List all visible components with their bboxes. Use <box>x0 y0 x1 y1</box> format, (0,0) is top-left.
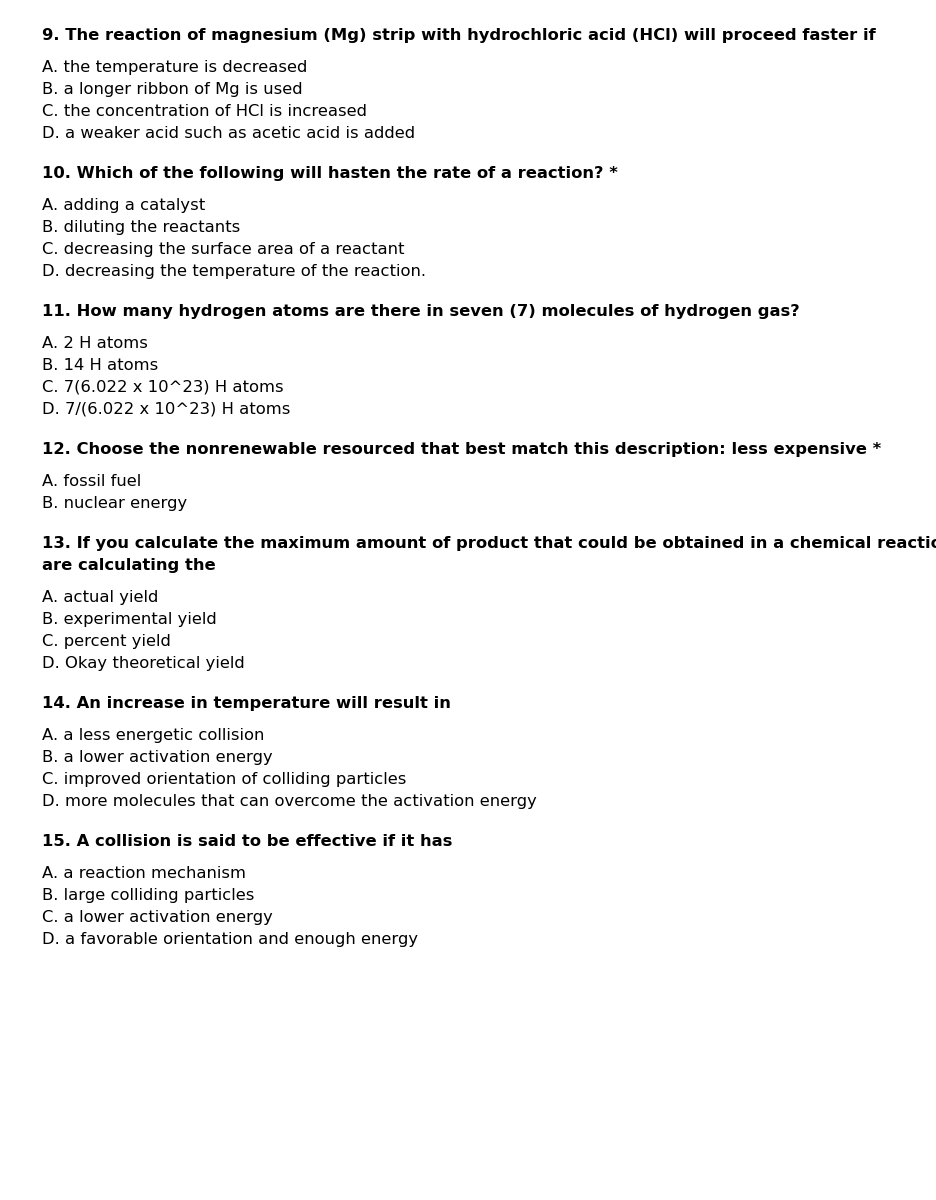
Text: A. fossil fuel: A. fossil fuel <box>42 474 141 490</box>
Text: B. large colliding particles: B. large colliding particles <box>42 888 255 902</box>
Text: B. diluting the reactants: B. diluting the reactants <box>42 220 241 235</box>
Text: D. a favorable orientation and enough energy: D. a favorable orientation and enough en… <box>42 932 418 947</box>
Text: A. a reaction mechanism: A. a reaction mechanism <box>42 866 246 881</box>
Text: D. 7/(6.022 x 10^23) H atoms: D. 7/(6.022 x 10^23) H atoms <box>42 402 290 416</box>
Text: 11. How many hydrogen atoms are there in seven (7) molecules of hydrogen gas?: 11. How many hydrogen atoms are there in… <box>42 304 799 319</box>
Text: B. nuclear energy: B. nuclear energy <box>42 496 187 511</box>
Text: 10. Which of the following will hasten the rate of a reaction? *: 10. Which of the following will hasten t… <box>42 166 618 181</box>
Text: A. actual yield: A. actual yield <box>42 590 158 605</box>
Text: B. experimental yield: B. experimental yield <box>42 612 217 626</box>
Text: B. 14 H atoms: B. 14 H atoms <box>42 358 158 373</box>
Text: 9. The reaction of magnesium (Mg) strip with hydrochloric acid (HCl) will procee: 9. The reaction of magnesium (Mg) strip … <box>42 28 875 43</box>
Text: D. a weaker acid such as acetic acid is added: D. a weaker acid such as acetic acid is … <box>42 126 416 140</box>
Text: A. adding a catalyst: A. adding a catalyst <box>42 198 205 214</box>
Text: B. a lower activation energy: B. a lower activation energy <box>42 750 272 766</box>
Text: C. improved orientation of colliding particles: C. improved orientation of colliding par… <box>42 772 406 787</box>
Text: A. 2 H atoms: A. 2 H atoms <box>42 336 148 350</box>
Text: A. a less energetic collision: A. a less energetic collision <box>42 728 264 743</box>
Text: A. the temperature is decreased: A. the temperature is decreased <box>42 60 307 74</box>
Text: 15. A collision is said to be effective if it has: 15. A collision is said to be effective … <box>42 834 452 850</box>
Text: D. more molecules that can overcome the activation energy: D. more molecules that can overcome the … <box>42 794 537 809</box>
Text: D. decreasing the temperature of the reaction.: D. decreasing the temperature of the rea… <box>42 264 426 278</box>
Text: 13. If you calculate the maximum amount of product that could be obtained in a c: 13. If you calculate the maximum amount … <box>42 536 936 551</box>
Text: C. decreasing the surface area of a reactant: C. decreasing the surface area of a reac… <box>42 242 404 257</box>
Text: D. Okay theoretical yield: D. Okay theoretical yield <box>42 656 244 671</box>
Text: 14. An increase in temperature will result in: 14. An increase in temperature will resu… <box>42 696 451 710</box>
Text: 12. Choose the nonrenewable resourced that best match this description: less exp: 12. Choose the nonrenewable resourced th… <box>42 442 882 457</box>
Text: C. a lower activation energy: C. a lower activation energy <box>42 910 273 925</box>
Text: C. 7(6.022 x 10^23) H atoms: C. 7(6.022 x 10^23) H atoms <box>42 380 284 395</box>
Text: B. a longer ribbon of Mg is used: B. a longer ribbon of Mg is used <box>42 82 302 97</box>
Text: C. the concentration of HCl is increased: C. the concentration of HCl is increased <box>42 104 367 119</box>
Text: C. percent yield: C. percent yield <box>42 634 171 649</box>
Text: are calculating the: are calculating the <box>42 558 215 572</box>
